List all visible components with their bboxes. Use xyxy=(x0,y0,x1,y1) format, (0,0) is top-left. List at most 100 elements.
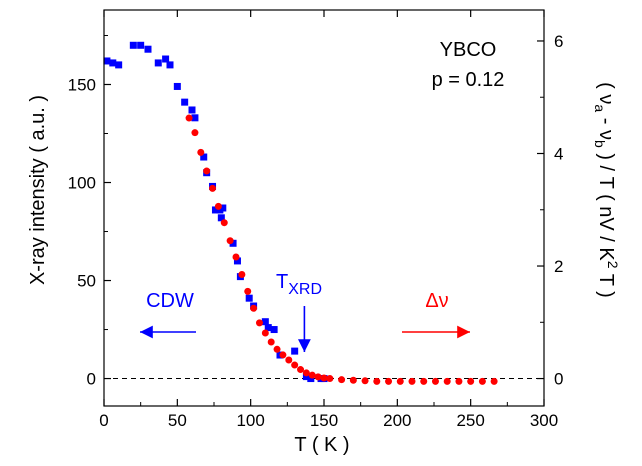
nernst-point xyxy=(197,148,205,156)
x-tick-label: 250 xyxy=(456,411,484,430)
nernst-point xyxy=(291,361,299,369)
right-y-label-superscript: 2 xyxy=(605,261,621,269)
nernst-point xyxy=(338,376,346,384)
right-y-axis-label: ( νa - νb ) / T ( nV / K2 T ) xyxy=(592,82,621,298)
right-y-label-part: ) / T ( nV / K xyxy=(595,148,617,262)
nernst-point xyxy=(443,377,451,385)
xray-point xyxy=(270,326,278,334)
xray-point xyxy=(211,206,219,214)
nernst-point xyxy=(220,219,228,227)
right-y-tick-label: 2 xyxy=(554,257,563,276)
x-tick-label: 200 xyxy=(383,411,411,430)
right-y-label-part: ( ν xyxy=(595,82,617,104)
nernst-point xyxy=(267,338,275,346)
left-y-axis: 0 50 100 150 xyxy=(68,34,111,389)
left-y-tick-label: 0 xyxy=(87,370,96,389)
right-y-label-part: - ν xyxy=(595,112,617,140)
nernst-point xyxy=(478,377,486,385)
nernst-point xyxy=(209,184,217,192)
x-tick-label: 50 xyxy=(168,411,187,430)
nernst-point xyxy=(261,329,269,337)
xray-point xyxy=(291,347,299,355)
nernst-point xyxy=(420,377,428,385)
nernst-point xyxy=(232,253,240,261)
nernst-point xyxy=(244,287,252,295)
xray-point xyxy=(264,324,272,332)
nernst-point xyxy=(385,377,393,385)
nernst-point xyxy=(214,202,222,210)
nernst-point xyxy=(467,377,475,385)
x-tick-label: 100 xyxy=(236,411,264,430)
xray-point xyxy=(233,257,241,265)
material-label: YBCO xyxy=(440,39,497,61)
right-y-label-part: T ) xyxy=(595,269,617,298)
x-tick-label: 150 xyxy=(310,411,338,430)
xray-point xyxy=(137,41,145,49)
nernst-point xyxy=(490,377,498,385)
xray-point xyxy=(245,294,253,302)
right-y-tick-label: 6 xyxy=(554,32,563,51)
xray-point xyxy=(115,61,123,69)
right-y-label-sub-b: b xyxy=(592,140,608,148)
xray-point xyxy=(307,375,315,383)
nernst-point xyxy=(349,376,357,384)
x-axis: 0 50 100 150 200 250 300 xyxy=(99,10,558,430)
nernst-point xyxy=(297,366,305,374)
txrd-main: T xyxy=(276,271,288,293)
nernst-point xyxy=(255,319,263,327)
left-y-tick-label: 150 xyxy=(68,75,96,94)
nernst-point xyxy=(408,377,416,385)
xray-point xyxy=(181,98,189,106)
xray-point xyxy=(188,106,196,114)
nernst-point xyxy=(320,374,328,382)
nernst-point xyxy=(361,377,369,385)
xray-point xyxy=(109,59,117,67)
x-tick-label: 0 xyxy=(99,411,108,430)
nernst-point xyxy=(238,270,246,278)
delta-nu-label: Δν xyxy=(425,290,448,312)
nernst-point xyxy=(279,351,287,359)
xray-point xyxy=(217,214,225,222)
nernst-point xyxy=(308,371,316,379)
left-y-tick-label: 50 xyxy=(77,272,96,291)
xray-point xyxy=(166,61,174,69)
xray-point xyxy=(173,82,181,90)
x-tick-label: 300 xyxy=(530,411,558,430)
xray-point xyxy=(144,45,152,53)
data-series xyxy=(103,41,498,385)
right-y-tick-label: 4 xyxy=(554,145,563,164)
xray-point xyxy=(191,114,199,122)
txrd-subscript: XRD xyxy=(288,281,322,298)
nernst-point xyxy=(185,114,193,122)
nernst-point xyxy=(250,304,258,312)
xray-point xyxy=(219,204,227,212)
nernst-point xyxy=(285,356,293,364)
right-y-label-sub-a: a xyxy=(592,104,608,112)
nernst-point xyxy=(226,237,234,245)
nernst-point xyxy=(455,377,463,385)
xray-point xyxy=(162,55,170,63)
nernst-point xyxy=(431,377,439,385)
xray-point xyxy=(200,153,208,161)
nernst-point xyxy=(203,167,211,175)
nernst-point xyxy=(191,129,199,137)
x-axis-label: T ( K ) xyxy=(294,434,349,456)
xray-point xyxy=(103,57,111,65)
cdw-label: CDW xyxy=(146,290,194,312)
txrd-label: TXRD xyxy=(276,271,322,298)
left-y-axis-label: X-ray intensity ( a.u. ) xyxy=(27,95,49,285)
xray-point xyxy=(229,239,237,247)
nernst-point xyxy=(302,369,310,377)
right-y-axis: 0 2 4 6 xyxy=(537,32,563,389)
nernst-point xyxy=(273,345,281,353)
nernst-point xyxy=(396,377,404,385)
doping-label: p = 0.12 xyxy=(432,69,505,91)
nernst-point xyxy=(373,377,381,385)
right-y-tick-label: 0 xyxy=(554,370,563,389)
left-y-tick-label: 100 xyxy=(68,174,96,193)
xray-point xyxy=(302,373,310,381)
xray-point xyxy=(154,59,162,67)
xray-point xyxy=(129,41,137,49)
nernst-point xyxy=(326,375,334,383)
